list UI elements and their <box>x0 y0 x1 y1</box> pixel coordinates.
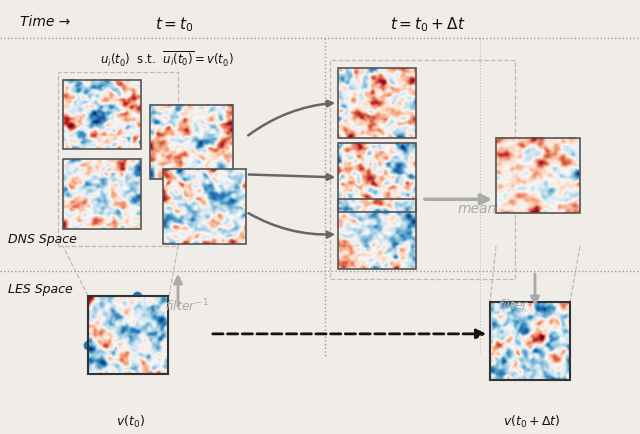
Text: $t = t_0$: $t = t_0$ <box>155 15 194 34</box>
Text: $u_i(t_0)$  s.t.  $\overline{u_i(t_0)} = v(t_0)$: $u_i(t_0)$ s.t. $\overline{u_i(t_0)} = v… <box>100 50 234 69</box>
Bar <box>63 159 141 229</box>
Bar <box>63 80 141 149</box>
Text: $t = t_0 + \Delta t$: $t = t_0 + \Delta t$ <box>390 15 465 34</box>
Text: Time →: Time → <box>20 15 70 29</box>
Bar <box>330 60 515 279</box>
Text: DNS Space: DNS Space <box>8 233 77 246</box>
Bar <box>58 72 178 246</box>
Bar <box>338 199 416 269</box>
Text: $v(t_0)$: $v(t_0)$ <box>116 414 145 430</box>
Bar <box>338 68 416 138</box>
Bar <box>88 296 168 374</box>
Bar <box>490 302 570 380</box>
Bar <box>150 105 233 179</box>
Text: $filter$: $filter$ <box>499 298 530 312</box>
Bar <box>496 138 580 213</box>
Text: $filter^{-1}$: $filter^{-1}$ <box>165 298 209 315</box>
Bar <box>163 169 246 244</box>
Text: $v(t_0 + \Delta t)$: $v(t_0 + \Delta t)$ <box>503 414 561 430</box>
Text: mean: mean <box>458 202 497 216</box>
Bar <box>338 142 416 212</box>
Text: LES Space: LES Space <box>8 283 73 296</box>
